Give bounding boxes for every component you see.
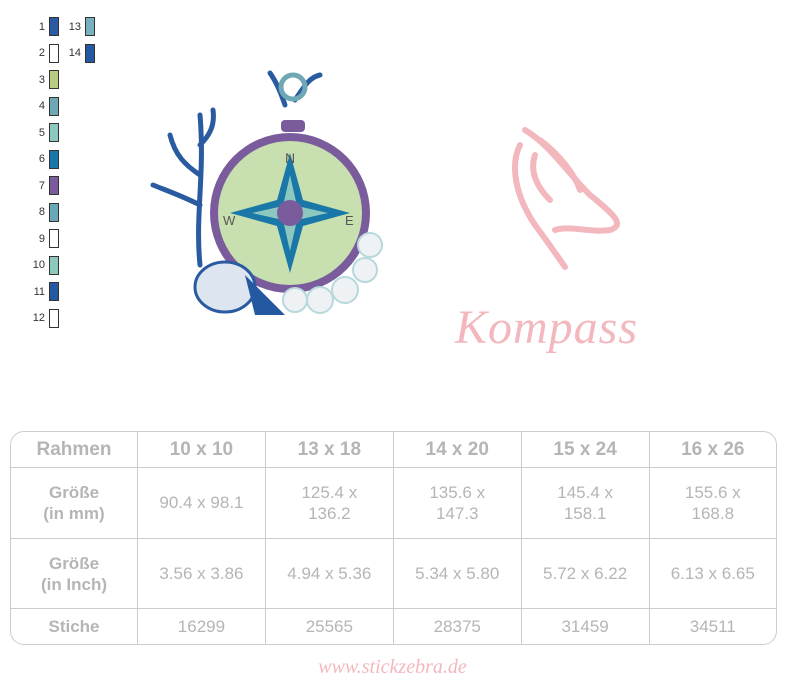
row-header: Größe (in mm) [11,468,138,539]
table-cell: 13 x 18 [265,432,394,469]
table-cell: 3.56 x 3.86 [138,538,266,610]
table-cell: 10 x 10 [138,432,266,469]
swatch-color [49,308,59,328]
zebra-logo [512,127,620,270]
table-cell: 34511 [689,617,736,637]
swatch-number: 10 [32,259,45,271]
table-cell: 15 x 24 [521,432,650,469]
swatch-number: 8 [38,206,45,218]
palette-swatch: 13 [63,17,95,36]
palette-swatch: 5 [27,123,59,142]
swatch-color [49,70,59,89]
row-header: Größe (in Inch) [11,538,138,610]
palette-swatch: 2 [27,43,59,63]
pearls [282,232,383,314]
table-cell: 14 x 20 [393,432,522,469]
swatch-number: 1 [38,20,45,33]
table-cell: 28375 [394,609,522,644]
table-cell: 90.4 x 98.1 [138,468,266,539]
table-cell: 16299 [138,609,266,644]
palette-swatch: 7 [27,176,59,195]
swatch-color [49,229,59,248]
table-cell: 31459 [522,609,650,644]
shell-icon [193,260,257,314]
swatch-number: 4 [38,100,45,112]
table-cell: 5.34 x 5.80 [393,538,522,610]
row-header: Rahmen [11,432,138,469]
swatch-color [49,282,59,301]
table-row: Größe (in mm) 90.4 x 98.1 125.4 x 136.2 135… [11,468,776,539]
swatch-number: 14 [68,47,81,59]
table-cell: 4.94 x 5.36 [265,538,394,610]
east-letter: E [345,213,354,228]
size-table: Rahmen 10 x 10 13 x 18 14 x 20 15 x 24 16 x 2… [10,431,777,645]
swatch-color [49,202,59,222]
north-letter: N [285,150,295,166]
swatch-color [49,149,59,169]
table-cell: 6.13 x 6.65 [649,539,776,610]
swatch-number: 6 [38,153,45,165]
swatch-color [85,43,95,63]
compass-ring [278,72,308,102]
table-row: Größe (in Inch) 3.56 x 3.86 4.94 x 5.36 5.3… [11,538,776,610]
table-row: Rahmen 10 x 10 13 x 18 14 x 20 15 x 24 16 x 2… [11,432,776,469]
palette-swatch: 1 [27,17,59,36]
swatch-number: 7 [38,179,45,192]
table-cell: 125.4 x 136.2 [265,468,394,539]
table-cell: 16 x 26 [649,432,776,469]
table-cell: 5.72 x 6.22 [521,538,650,610]
swatch-number: 9 [38,232,45,245]
website-link[interactable]: www.stickzebra.de [318,656,467,678]
swatch-number: 3 [38,73,45,86]
palette-swatch: 10 [27,255,59,275]
palette-swatch: 9 [27,229,59,248]
swatch-number: 5 [38,126,45,139]
palette-swatch: 11 [27,282,59,301]
design-title: Kompass [455,301,639,354]
palette-swatch: 3 [27,70,59,89]
swatch-color [49,96,59,116]
table-cell: 155.6 x 168.8 [649,468,776,539]
table-cell: 135.6 x 147.3 [393,468,522,539]
palette-swatch: 6 [27,149,59,169]
row-header: Stiche [11,609,138,644]
compass-embroidery-image: N E W [150,70,383,315]
swatch-number: 2 [38,47,45,59]
swatch-number: 13 [68,20,81,33]
swatch-color [49,255,59,275]
palette-swatch: 14 [63,43,95,63]
table-cell: 145.4 x 158.1 [521,468,650,539]
west-letter: W [223,213,236,228]
swatch-color [49,176,59,195]
swatch-number: 11 [33,285,45,298]
swatch-color [49,123,59,142]
swatch-color [49,17,59,36]
palette-swatch: 8 [27,202,59,222]
table-row: Stiche 16299 25565 28375 31459 34511 [11,609,776,644]
table-cell: 25565 [266,609,394,644]
swatch-number: 12 [32,312,45,324]
swatch-color [85,17,95,36]
palette-swatch: 12 [27,308,59,328]
swatch-color [49,43,59,63]
palette-swatch: 4 [27,96,59,116]
